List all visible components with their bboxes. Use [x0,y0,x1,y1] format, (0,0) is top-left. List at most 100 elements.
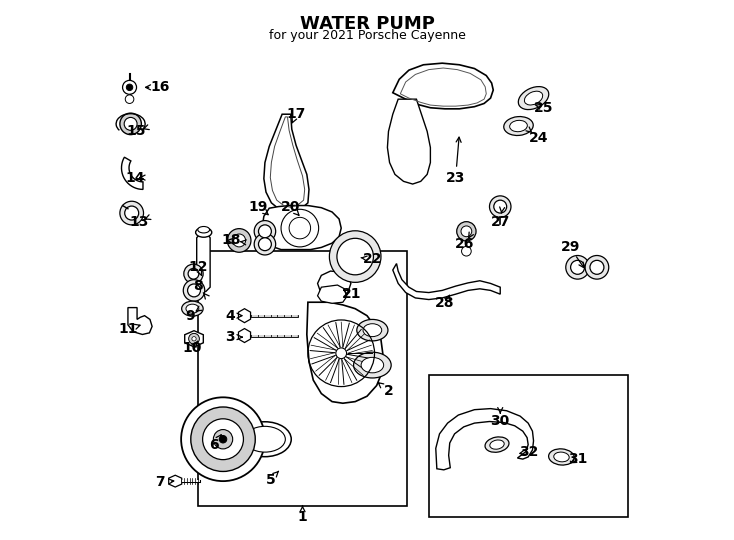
Circle shape [258,225,272,238]
Ellipse shape [196,227,211,237]
Circle shape [126,84,133,91]
Ellipse shape [186,304,199,313]
Text: 17: 17 [286,107,306,121]
Text: 2: 2 [384,384,393,398]
Text: 27: 27 [490,215,510,228]
Polygon shape [318,285,346,303]
Circle shape [258,238,272,251]
Text: 11: 11 [118,322,138,336]
Circle shape [188,268,199,279]
Text: 22: 22 [363,252,382,266]
Text: 6: 6 [209,437,219,451]
Text: for your 2021 Porsche Cayenne: for your 2021 Porsche Cayenne [269,29,465,42]
Ellipse shape [548,449,574,465]
Circle shape [336,348,346,359]
Text: 19: 19 [249,200,268,214]
Ellipse shape [553,452,569,462]
Text: 30: 30 [490,415,510,429]
Text: 13: 13 [129,215,148,228]
Polygon shape [436,409,534,470]
Polygon shape [197,233,210,292]
Circle shape [181,397,265,481]
Polygon shape [393,264,501,300]
Circle shape [120,113,142,134]
Circle shape [219,435,227,443]
Ellipse shape [197,226,210,233]
Text: 12: 12 [188,260,208,274]
Circle shape [191,407,255,471]
Circle shape [570,260,584,274]
Polygon shape [239,328,250,342]
Ellipse shape [354,352,391,378]
Text: 20: 20 [281,200,300,214]
Polygon shape [128,308,152,334]
Polygon shape [388,99,430,184]
Polygon shape [393,63,493,109]
Text: 5: 5 [266,472,275,487]
Ellipse shape [181,301,203,316]
Circle shape [184,280,205,301]
Ellipse shape [244,427,286,452]
Circle shape [125,206,139,220]
Ellipse shape [524,91,542,105]
Polygon shape [122,157,143,190]
Ellipse shape [239,422,291,457]
Polygon shape [185,330,203,347]
Circle shape [254,220,276,242]
Circle shape [337,238,374,275]
Text: 32: 32 [520,444,539,458]
Bar [197,251,407,507]
Text: 15: 15 [126,124,146,138]
Ellipse shape [361,357,384,373]
Ellipse shape [504,117,533,136]
Text: 18: 18 [222,233,241,247]
Circle shape [490,196,511,218]
Polygon shape [264,114,309,212]
Circle shape [462,246,471,256]
Ellipse shape [485,437,509,453]
Text: 25: 25 [534,101,553,115]
Text: 9: 9 [185,309,195,323]
Text: 24: 24 [529,131,548,145]
Text: 8: 8 [193,279,203,293]
Text: 23: 23 [446,171,465,185]
Circle shape [184,264,203,284]
Circle shape [254,233,276,255]
Circle shape [126,95,134,104]
Text: 21: 21 [342,287,362,301]
Polygon shape [318,271,351,302]
Text: 3: 3 [225,330,235,344]
Text: 26: 26 [455,237,474,251]
Circle shape [192,336,196,341]
Polygon shape [262,206,341,249]
Circle shape [228,228,251,252]
Circle shape [330,231,381,282]
Circle shape [120,201,144,225]
Text: 28: 28 [435,296,454,310]
Ellipse shape [363,323,382,336]
Circle shape [214,429,233,449]
Ellipse shape [518,86,549,110]
Circle shape [566,255,589,279]
Ellipse shape [509,120,527,132]
Text: 10: 10 [183,341,202,355]
Text: 29: 29 [560,240,580,254]
Text: 4: 4 [225,309,235,323]
Polygon shape [239,309,250,322]
Circle shape [124,117,137,130]
Bar [429,375,628,517]
Text: 14: 14 [126,171,145,185]
Text: 31: 31 [568,452,587,466]
Circle shape [123,80,137,94]
Circle shape [188,284,200,297]
Text: WATER PUMP: WATER PUMP [299,15,435,33]
Circle shape [457,221,476,241]
Circle shape [590,260,604,274]
Circle shape [233,234,246,247]
Text: 1: 1 [298,510,308,524]
Text: 16: 16 [150,80,170,94]
Ellipse shape [490,440,504,449]
Text: 7: 7 [156,475,165,489]
Circle shape [203,419,244,460]
Polygon shape [169,475,182,487]
